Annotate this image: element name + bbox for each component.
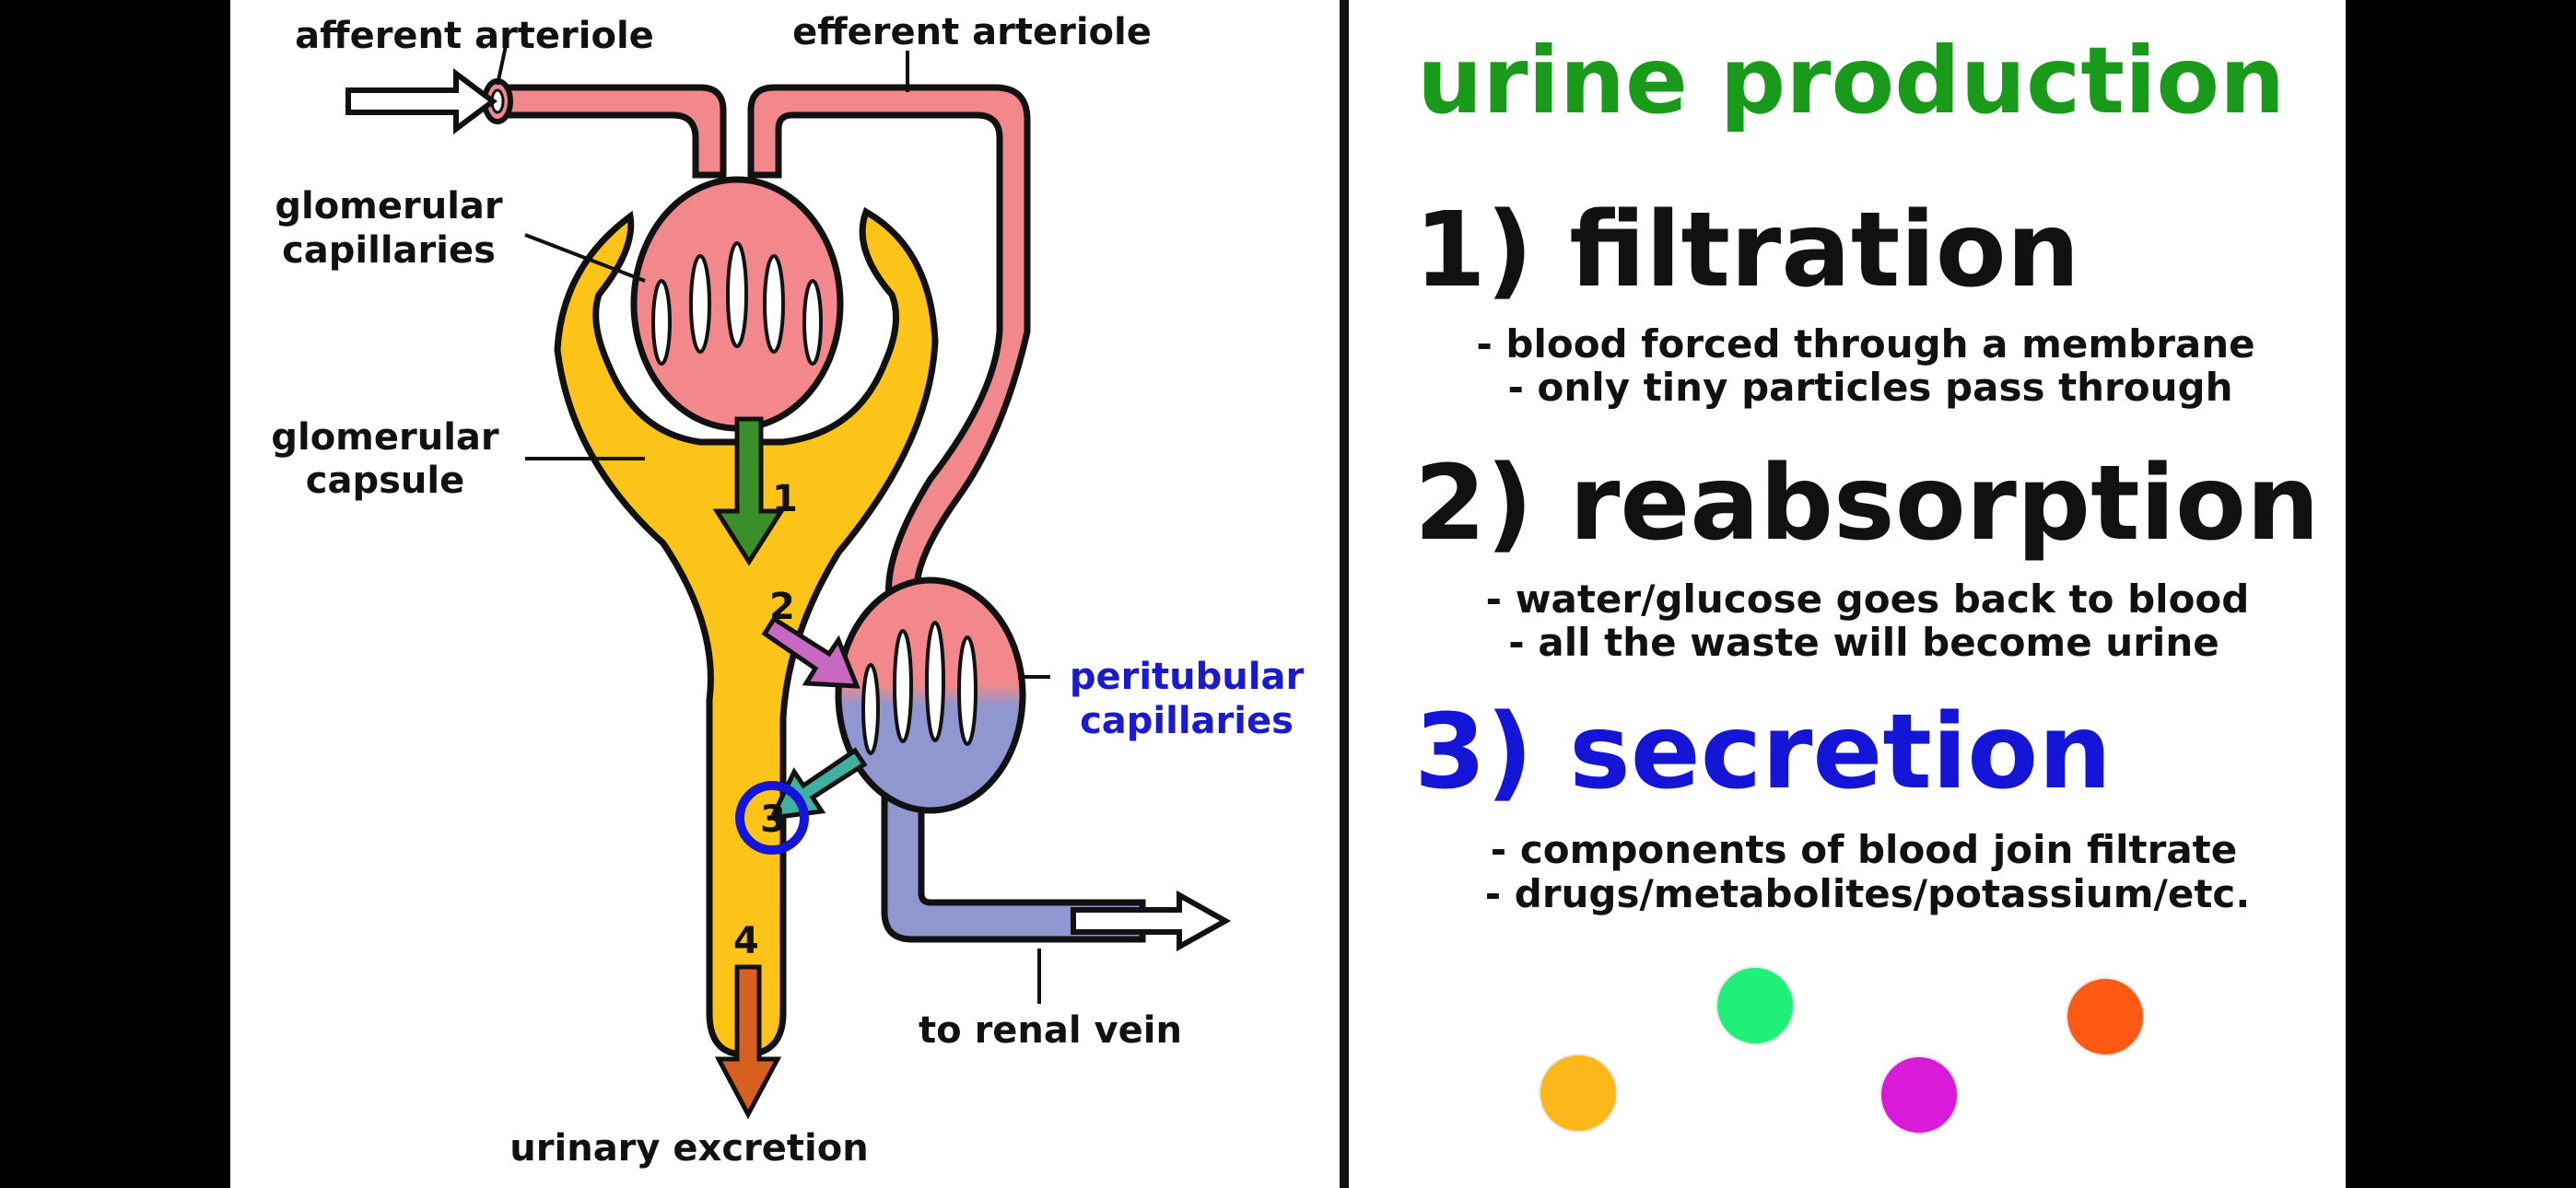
step-number-2: 2	[769, 586, 795, 628]
step-secretion-line-1: - components of blood join filtrate	[1491, 827, 2237, 872]
urine-production-panel: urine production 1) filtration - blood f…	[1414, 27, 2320, 1135]
label-to-renal-vein: to renal vein	[919, 1009, 1182, 1052]
glomerular-capsule	[554, 206, 939, 1058]
afferent-arteriole	[494, 84, 727, 179]
step-number-1: 1	[772, 478, 798, 520]
label-peritubular-capillaries-2: capillaries	[1080, 700, 1294, 742]
panel-divider	[1340, 0, 1349, 1188]
reabsorption-arrow	[761, 615, 861, 689]
letterbox-left	[0, 0, 230, 1188]
slide-background	[230, 0, 2346, 1188]
step-heading-secretion: 3) secretion	[1414, 693, 2112, 812]
label-urinary-excretion: urinary excretion	[509, 1127, 868, 1170]
panel-title: urine production	[1417, 27, 2285, 134]
dot-yellow	[1539, 1054, 1618, 1133]
step-heading-filtration: 1) filtration	[1414, 191, 2079, 310]
label-efferent-arteriole: efferent arteriole	[792, 11, 1152, 53]
leader-lines	[496, 41, 1050, 1004]
label-glomerular-capillaries-1: glomerular	[275, 185, 503, 227]
step-reabsorption-line-2: - all the waste will become urine	[1508, 620, 2219, 665]
glomerular-capillary-loops	[651, 241, 823, 366]
dot-orange	[2066, 977, 2145, 1056]
peritubular-capillary-loops	[861, 621, 978, 755]
step-number-3: 3	[760, 798, 786, 841]
dot-green	[1715, 966, 1795, 1045]
dot-magenta	[1879, 1055, 1959, 1135]
excretion-arrow	[714, 964, 782, 1120]
label-peritubular-capillaries-1: peritubular	[1070, 656, 1305, 698]
step-filtration-line-2: - only tiny particles pass through	[1507, 365, 2232, 410]
label-afferent-arteriole: afferent arteriole	[295, 15, 654, 57]
nephron-diagram: 1 2 3 4 afferent arteriole efferent arte…	[271, 11, 1304, 1170]
label-glomerular-capsule-1: glomerular	[271, 416, 499, 459]
letterbox-right	[2346, 0, 2576, 1188]
inflow-arrow	[345, 68, 498, 134]
filtration-arrow	[712, 416, 786, 566]
particle-dots	[1539, 966, 2145, 1135]
label-glomerular-capillaries-2: capillaries	[282, 229, 496, 272]
step-number-4: 4	[733, 920, 759, 962]
label-glomerular-capsule-2: capsule	[306, 460, 464, 502]
outflow-arrow	[1071, 890, 1232, 952]
step-reabsorption-line-1: - water/glucose goes back to blood	[1486, 577, 2250, 622]
step-filtration-line-1: - blood forced through a membrane	[1476, 321, 2254, 367]
secretion-highlight-circle	[735, 781, 809, 855]
step-heading-reabsorption: 2) reabsorption	[1414, 444, 2320, 564]
step-secretion-line-2: - drugs/metabolites/potassium/etc.	[1485, 871, 2251, 916]
